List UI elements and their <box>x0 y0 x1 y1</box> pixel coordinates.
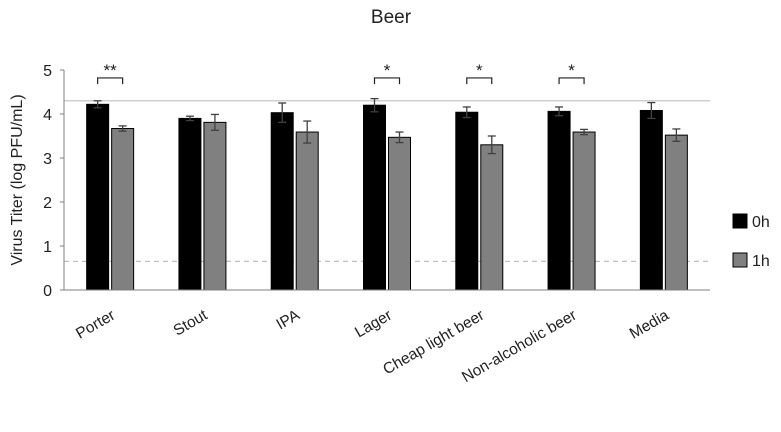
y-tick-label: 0 <box>43 283 52 300</box>
significance-label-3: * <box>384 61 391 80</box>
significance-label-5: * <box>568 61 575 80</box>
y-axis-label: Virus Titer (log PFU/mL) <box>9 94 26 265</box>
y-tick-label: 5 <box>43 63 52 80</box>
significance-bracket-3 <box>373 77 401 85</box>
y-tick-label: 2 <box>43 195 52 212</box>
chart-title: Beer <box>371 7 412 28</box>
legend-label-0h: 0h <box>752 214 770 231</box>
bar-0h-0 <box>86 103 110 291</box>
bar-1h-2 <box>295 131 319 291</box>
y-axis-ticks: 0 1 2 3 4 5 <box>43 63 64 300</box>
x-tick-label-6: Media <box>627 307 672 343</box>
bar-0h-4 <box>455 111 479 291</box>
bar-1h-1 <box>203 121 227 291</box>
x-tick-label-3: Lager <box>352 307 395 342</box>
x-tick-label-1: Stout <box>171 306 211 339</box>
legend-swatch-0h <box>732 213 748 229</box>
bar-marks <box>86 97 688 291</box>
bar-0h-6 <box>639 109 663 291</box>
legend-label-1h: 1h <box>752 253 770 270</box>
bar-0h-2 <box>270 112 294 291</box>
bar-1h-6 <box>664 134 688 291</box>
bar-1h-3 <box>388 136 411 291</box>
bar-0h-3 <box>363 104 386 291</box>
significance-brackets: ** * * * <box>97 61 585 85</box>
y-tick-label: 1 <box>43 239 52 256</box>
bar-0h-1 <box>178 117 202 291</box>
bar-1h-4 <box>480 144 504 291</box>
significance-bracket-5 <box>558 77 585 85</box>
legend-swatch-1h <box>732 252 748 268</box>
legend: 0h 1h <box>732 213 770 270</box>
x-tick-label-0: Porter <box>73 307 118 343</box>
significance-bracket-0 <box>97 77 124 85</box>
significance-label-4: * <box>476 61 483 80</box>
y-tick-label: 4 <box>43 107 52 124</box>
reference-lines <box>64 100 710 262</box>
bar-1h-5 <box>572 131 596 291</box>
significance-label-0: ** <box>104 61 118 80</box>
bar-0h-5 <box>547 110 571 291</box>
x-tick-label-2: IPA <box>274 306 304 333</box>
bar-1h-0 <box>111 128 135 291</box>
significance-bracket-4 <box>466 77 493 85</box>
y-tick-label: 3 <box>43 151 52 168</box>
